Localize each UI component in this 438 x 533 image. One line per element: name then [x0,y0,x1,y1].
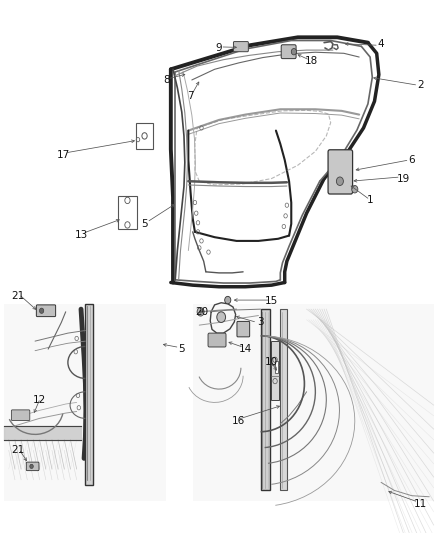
Circle shape [39,308,44,313]
Text: 18: 18 [304,56,318,66]
Circle shape [291,49,297,55]
Text: 8: 8 [163,75,170,85]
Bar [4,304,166,501]
FancyBboxPatch shape [26,462,39,471]
Text: 9: 9 [215,43,223,53]
Text: 16: 16 [232,416,245,426]
FancyBboxPatch shape [281,45,296,59]
Circle shape [225,296,231,304]
Bar [271,341,279,400]
Bar [275,361,278,373]
FancyBboxPatch shape [36,305,56,317]
Circle shape [352,185,358,193]
Text: 5: 5 [178,344,185,354]
Circle shape [336,177,343,185]
FancyBboxPatch shape [328,150,353,194]
FancyBboxPatch shape [233,42,248,52]
Circle shape [30,464,33,469]
Text: 21: 21 [11,446,24,455]
Text: 21: 21 [11,291,24,301]
Text: 17: 17 [57,150,70,159]
Text: 11: 11 [414,499,427,508]
Text: 6: 6 [408,155,415,165]
Text: 3: 3 [257,318,264,327]
Text: 1: 1 [367,195,374,205]
FancyBboxPatch shape [237,321,250,337]
Bar [118,196,137,229]
Text: 19: 19 [396,174,410,183]
FancyBboxPatch shape [208,333,226,347]
Circle shape [199,310,202,313]
Text: 12: 12 [33,395,46,405]
Text: 13: 13 [74,230,88,239]
Bar [193,304,434,501]
Bar [261,309,270,490]
Text: 14: 14 [239,344,252,354]
Polygon shape [4,426,81,440]
Bar [280,309,287,490]
Text: 10: 10 [265,358,278,367]
Text: 15: 15 [265,296,278,306]
Bar [85,304,93,485]
Text: 7: 7 [187,91,194,101]
Text: 2: 2 [417,80,424,90]
Text: 20: 20 [195,307,208,317]
Bar [136,123,153,149]
Circle shape [197,308,204,316]
FancyBboxPatch shape [11,410,30,421]
Text: 4: 4 [378,39,385,49]
Text: 5: 5 [141,219,148,229]
Circle shape [217,312,226,322]
